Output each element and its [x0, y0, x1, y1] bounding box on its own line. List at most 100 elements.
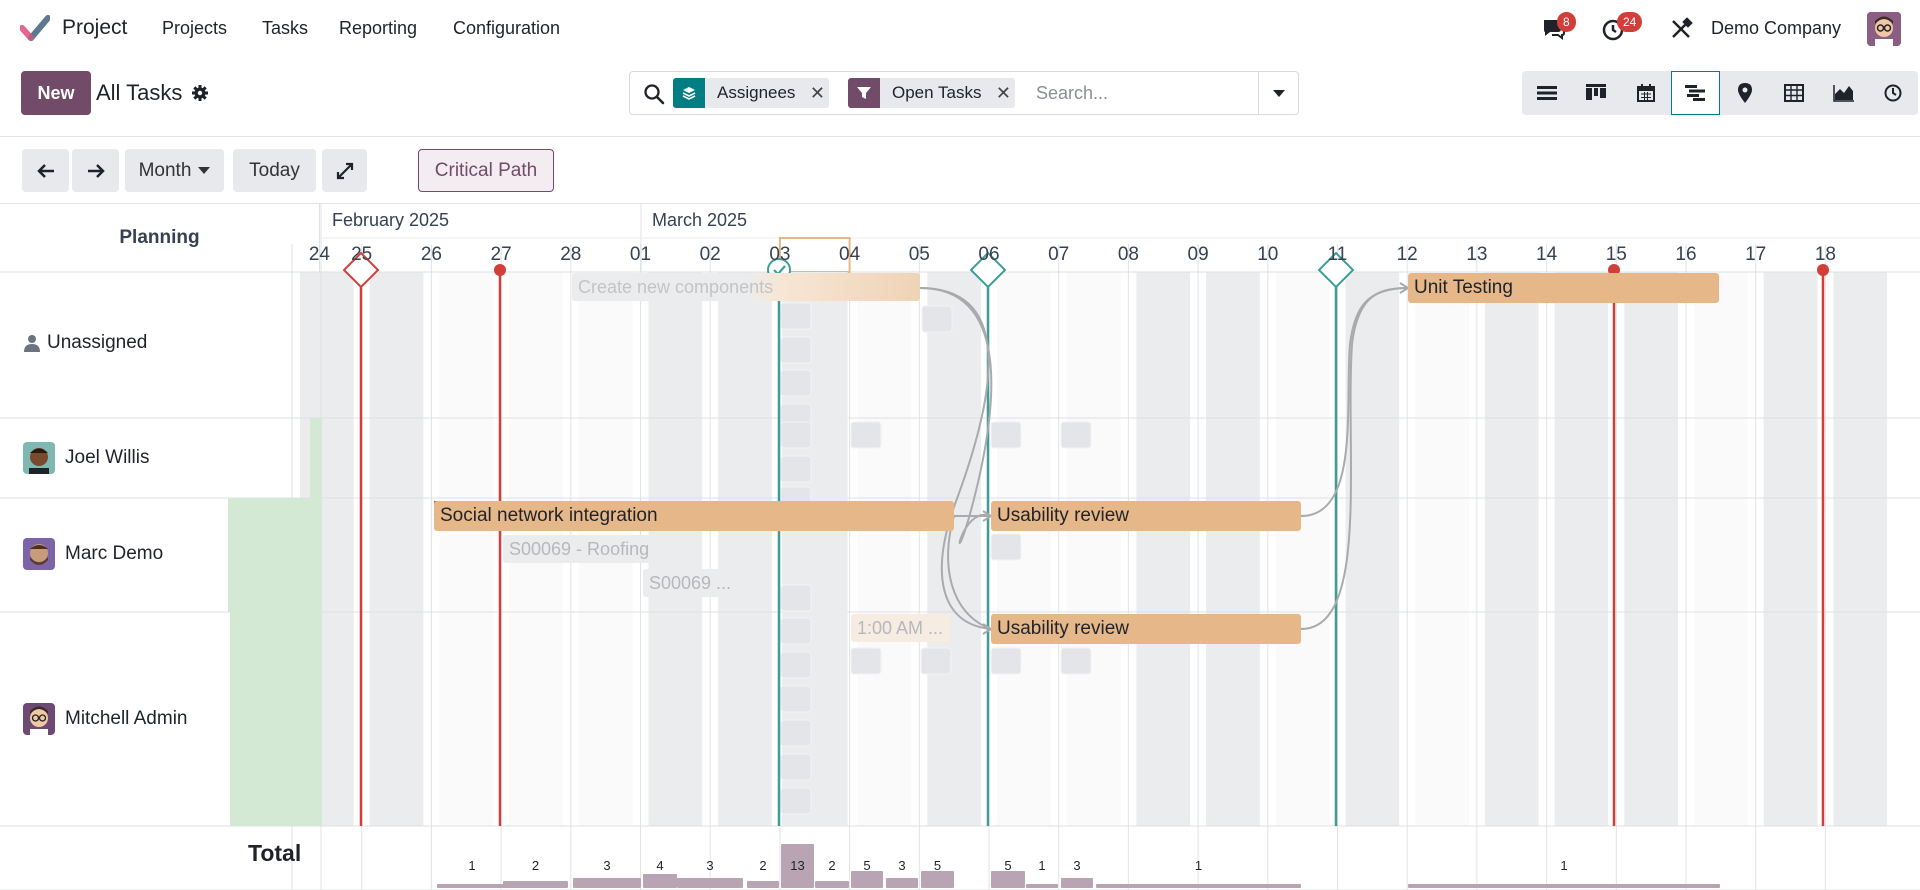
view-title: All Tasks	[96, 80, 183, 105]
arrow-left-icon	[36, 163, 54, 178]
filter-icon	[848, 78, 880, 108]
row-marc-demo[interactable]: Marc Demo	[23, 538, 163, 570]
search-input[interactable]	[1036, 80, 1256, 106]
placeholder-pill	[780, 336, 812, 364]
view-map-button[interactable]	[1720, 71, 1770, 115]
menu-reporting[interactable]: Reporting	[339, 18, 418, 38]
day-column	[1833, 272, 1888, 826]
view-kanban-button[interactable]	[1572, 71, 1622, 115]
calendar-icon	[1636, 84, 1655, 102]
expand-arrows-icon	[336, 162, 353, 179]
day-label-11: 11	[1327, 244, 1348, 265]
day-column	[439, 272, 494, 826]
task-time-1am[interactable]: 1:00 AM ...	[851, 614, 951, 642]
mitchell-avatar-icon	[23, 703, 55, 735]
kanban-icon	[1586, 84, 1607, 100]
caret-down-icon	[1273, 90, 1285, 97]
row-unassigned-label: Unassigned	[47, 332, 148, 353]
critical-path-button[interactable]: Critical Path	[418, 149, 554, 192]
menu-tasks[interactable]: Tasks	[262, 18, 309, 38]
previous-period-button[interactable]	[22, 149, 69, 192]
total-bar	[1026, 884, 1058, 888]
total-row-label: Total	[248, 840, 302, 866]
total-count: 2	[531, 858, 540, 873]
search-options-toggle[interactable]	[1258, 72, 1298, 114]
menu-configuration[interactable]: Configuration	[453, 18, 561, 38]
project-app-logo-icon[interactable]	[20, 14, 50, 42]
task-s00069-short[interactable]: S00069 ...	[643, 569, 744, 597]
total-bar	[643, 874, 677, 888]
placeholder-pill	[780, 787, 812, 815]
day-label-15: 15	[1605, 244, 1627, 265]
messages-badge: 8	[1557, 12, 1576, 32]
facet-open-tasks-close-icon[interactable]: ✕	[995, 82, 1012, 103]
task-usability-review-2[interactable]: Usability review	[991, 614, 1301, 644]
placeholder-pill	[780, 617, 812, 645]
day-column	[718, 272, 772, 826]
placeholder-pill	[990, 421, 1022, 449]
facet-assignees[interactable]: Assignees ✕	[673, 78, 830, 108]
facet-open-tasks[interactable]: Open Tasks ✕	[848, 78, 1016, 108]
placeholder-pill	[920, 647, 952, 675]
company-switcher[interactable]: Demo Company	[1711, 18, 1842, 38]
search-icon[interactable]	[643, 83, 665, 105]
day-label-13: 13	[1466, 244, 1488, 265]
day-label-26: 26	[420, 244, 442, 265]
next-period-button[interactable]	[72, 149, 119, 192]
day-column	[1694, 272, 1748, 826]
day-label-18: 18	[1814, 244, 1836, 265]
view-activity-button[interactable]	[1869, 71, 1919, 115]
new-button[interactable]: New	[21, 71, 91, 115]
total-count: 3	[898, 858, 906, 873]
menu-projects[interactable]: Projects	[162, 18, 228, 38]
placeholder-pill	[780, 685, 812, 713]
row-unassigned[interactable]: Unassigned	[23, 332, 147, 354]
pivot-table-icon	[1784, 84, 1805, 102]
month-label-march: March 2025	[652, 210, 748, 230]
task-create-new-components[interactable]: Create new components	[572, 273, 920, 301]
view-list-button[interactable]	[1522, 71, 1572, 115]
app-title[interactable]: Project	[62, 16, 128, 39]
day-column	[1275, 272, 1330, 826]
task-usability-review[interactable]: Usability review	[991, 501, 1301, 531]
user-avatar[interactable]	[1867, 12, 1901, 46]
avatar	[23, 442, 55, 474]
day-column	[1763, 272, 1818, 826]
day-label-28: 28	[560, 244, 582, 265]
total-count: 13	[790, 858, 805, 873]
task-unit-testing[interactable]: Unit Testing	[1408, 273, 1719, 303]
expand-button[interactable]	[322, 149, 367, 192]
view-pivot-button[interactable]	[1770, 71, 1820, 115]
row-joel-willis[interactable]: Joel Willis	[23, 442, 149, 474]
total-count: 1	[468, 858, 476, 873]
gear-icon[interactable]	[191, 84, 209, 102]
placeholder-pill	[1060, 647, 1092, 675]
total-count: 1	[1560, 858, 1568, 873]
placeholder-pill	[780, 369, 812, 397]
avatar	[23, 703, 55, 735]
dependency-connector	[1300, 287, 1409, 630]
gantt-chart: Planning February 2025 March 2025 24 25 26…	[0, 204, 1920, 890]
task-social-network-integration[interactable]: Social network integration	[434, 501, 954, 531]
view-gantt-button[interactable]	[1670, 71, 1720, 115]
control-panel-divider	[0, 136, 1920, 137]
view-graph-button[interactable]	[1819, 71, 1869, 115]
view-calendar-button[interactable]	[1621, 71, 1671, 115]
total-count: 3	[603, 858, 611, 873]
row-mitchell-admin[interactable]: Mitchell Admin	[23, 703, 188, 735]
scale-dropdown[interactable]: Month	[125, 149, 224, 192]
today-button[interactable]: Today	[233, 149, 316, 192]
placeholder-pill	[780, 302, 812, 330]
day-label-27: 27	[490, 244, 512, 265]
milestone-diamond	[969, 251, 1007, 289]
view-switcher	[1522, 71, 1918, 115]
tools-icon[interactable]	[1668, 16, 1694, 42]
day-label-04: 04	[839, 244, 861, 265]
facet-assignees-close-icon[interactable]: ✕	[809, 82, 825, 103]
day-column	[1484, 272, 1539, 826]
availability-block	[230, 612, 322, 826]
joel-avatar-icon	[23, 442, 55, 474]
deadline-dot	[494, 264, 506, 276]
placeholder-pill	[780, 421, 812, 449]
task-roofing[interactable]: S00069 - Roofing	[503, 535, 674, 563]
